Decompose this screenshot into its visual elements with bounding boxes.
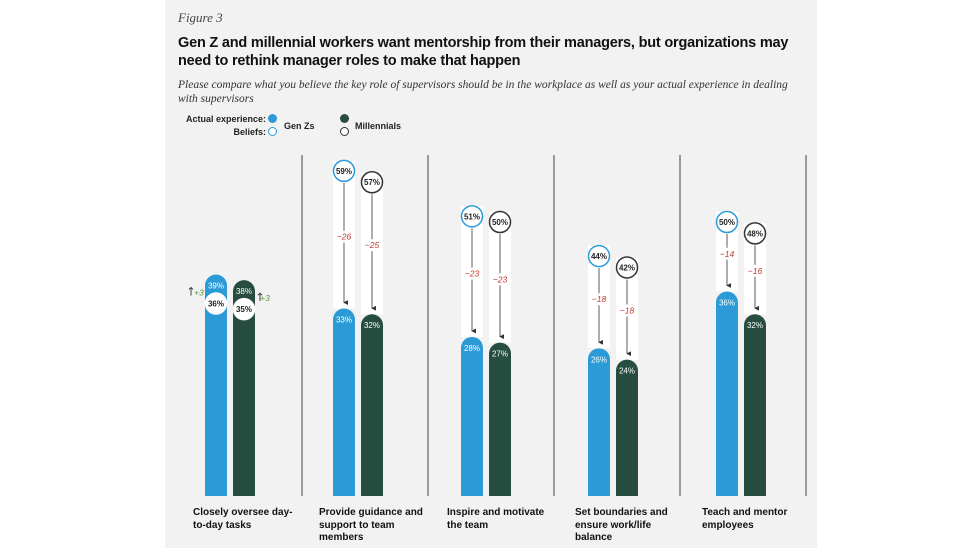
gap-value-label: −23 [465, 269, 480, 279]
belief-value-label: 44% [591, 252, 607, 261]
legend-genz-belief-ring [268, 127, 277, 136]
belief-ring [743, 222, 767, 245]
actual-bar [233, 280, 255, 496]
gap-value-label: −23 [493, 274, 508, 284]
belief-value-label: 48% [747, 229, 763, 238]
actual-bar [489, 342, 511, 496]
category-label: Provide guidance and support to team mem… [319, 507, 423, 543]
actual-value-label: 26% [591, 355, 607, 364]
belief-value-label: 51% [464, 212, 480, 221]
figure-subtitle: Please compare what you believe the key … [178, 79, 788, 105]
legend-beliefs-label: Beliefs: [233, 127, 266, 137]
belief-ring [232, 297, 256, 321]
actual-value-label: 24% [619, 367, 635, 376]
gap-value-label: +3 [194, 287, 204, 297]
category-label: Inspire and motivate the team [447, 507, 545, 531]
belief-ring [460, 205, 484, 228]
figure-label: Figure 3 [178, 10, 223, 25]
belief-ring [587, 244, 611, 268]
belief-value-label: 42% [619, 263, 635, 272]
category-label: Set boundaries and ensure work/life bala… [575, 507, 668, 543]
actual-bar [716, 291, 738, 496]
legend-millennials-name: Millennials [355, 121, 402, 131]
gap-value-label: −26 [337, 232, 352, 242]
actual-bar [588, 348, 610, 496]
increase-arrow [257, 292, 263, 302]
gap-label-bg [746, 264, 764, 277]
belief-value-label: 36% [208, 299, 224, 308]
gap-label-bg [718, 247, 736, 260]
belief-value-label: 57% [364, 178, 380, 187]
belief-ring [204, 292, 228, 315]
actual-value-label: 39% [208, 281, 224, 290]
actual-bar [361, 314, 383, 496]
belief-ring [615, 256, 639, 279]
belief-ring [715, 210, 739, 234]
gap-label-bg [618, 304, 636, 317]
belief-ring [332, 159, 356, 183]
gap-label-bg [491, 273, 509, 286]
actual-value-label: 33% [336, 316, 352, 325]
gap-label-bg [335, 230, 353, 243]
actual-bar [461, 336, 483, 496]
belief-value-label: 59% [336, 167, 352, 176]
actual-bar [744, 314, 766, 496]
actual-bar [333, 308, 355, 496]
gap-value-label: −25 [365, 240, 380, 250]
actual-bar [616, 359, 638, 496]
belief-value-label: 50% [719, 218, 735, 227]
legend-millennials-actual-dot [340, 114, 349, 123]
category-label: Closely oversee day-to-day tasks [193, 507, 293, 531]
belief-value-label: 50% [492, 218, 508, 227]
increase-arrow [188, 286, 194, 296]
belief-ring [488, 210, 512, 234]
category-label: Teach and mentor employees [702, 507, 788, 531]
gap-value-label: −14 [720, 249, 735, 259]
belief-ring [360, 170, 384, 194]
actual-value-label: 32% [747, 321, 763, 330]
legend-actual-label: Actual experience: [185, 114, 266, 124]
actual-value-label: 36% [719, 299, 735, 308]
gap-value-label: −18 [592, 294, 607, 304]
legend-genz-name: Gen Zs [284, 121, 315, 131]
gap-label-bg [463, 267, 481, 280]
belief-value-label: 35% [236, 305, 252, 314]
actual-bar [205, 274, 227, 496]
gap-label-bg [590, 293, 608, 306]
figure-title: Gen Z and millennial workers want mentor… [178, 35, 789, 69]
actual-value-label: 32% [364, 321, 380, 330]
legend-genz-actual-dot [268, 114, 277, 123]
actual-value-label: 38% [236, 287, 252, 296]
gap-value-label: +3 [260, 293, 270, 303]
gap-value-label: −18 [620, 306, 635, 316]
actual-value-label: 27% [492, 350, 508, 359]
gap-label-bg [363, 239, 381, 252]
actual-value-label: 28% [464, 344, 480, 353]
legend-millennials-belief-ring [340, 127, 349, 136]
gap-value-label: −16 [748, 266, 763, 276]
